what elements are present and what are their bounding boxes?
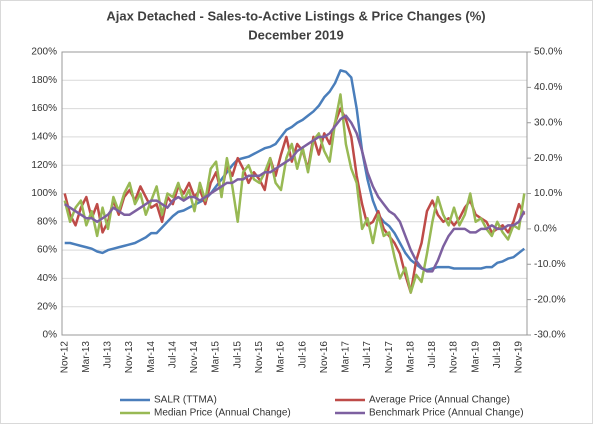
x-tick-label: Jul-18 [427, 341, 438, 369]
x-tick-label: Mar-17 [341, 341, 352, 373]
x-tick-label: Nov-13 [124, 341, 135, 374]
x-tick-label: Nov-12 [59, 341, 70, 374]
y2-tick-label: 30.0% [534, 117, 562, 128]
y2-tick-label: -30.0% [534, 330, 566, 341]
y-tick-label: 60% [37, 245, 57, 256]
y2-tick-label: 20.0% [534, 153, 562, 164]
y-tick-label: 40% [37, 273, 57, 284]
y-tick-label: 160% [31, 103, 57, 114]
y2-tick-label: -20.0% [534, 294, 566, 305]
x-tick-label: Mar-15 [211, 341, 222, 373]
y-tick-label: 80% [37, 216, 57, 227]
x-tick-label: Mar-18 [405, 341, 416, 373]
x-tick-label: Jul-13 [103, 341, 114, 369]
y-tick-label: 140% [31, 132, 57, 143]
x-tick-label: Nov-17 [384, 341, 395, 374]
x-tick-label: Mar-19 [470, 341, 481, 373]
y2-tick-label: 50.0% [534, 47, 562, 58]
chart-title: Ajax Detached - Sales-to-Active Listings… [106, 8, 485, 23]
y2-tick-label: 10.0% [534, 188, 562, 199]
x-tick-label: Mar-14 [146, 341, 157, 373]
plot-frame [61, 51, 528, 336]
x-tick-label: Nov-14 [189, 341, 200, 374]
legend-label: SALR (TTMA) [154, 395, 217, 406]
x-tick-label: Nov-15 [254, 341, 265, 374]
x-tick-label: Jul-17 [362, 341, 373, 369]
legend-label: Benchmark Price (Annual Change) [369, 408, 524, 419]
x-tick-label: Nov-16 [319, 341, 330, 374]
chart-subtitle: December 2019 [248, 27, 343, 42]
x-tick-label: Jul-15 [232, 341, 243, 369]
legend-label: Median Price (Annual Change) [154, 408, 291, 419]
x-tick-label: Nov-18 [449, 341, 460, 374]
y2-tick-label: 0.0% [534, 224, 557, 235]
y-tick-label: 180% [31, 75, 57, 86]
x-tick-label: Jul-14 [167, 341, 178, 369]
x-tick-label: Jul-16 [297, 341, 308, 369]
x-tick-label: Mar-13 [81, 341, 92, 373]
x-tick-label: Nov-19 [514, 341, 525, 374]
y2-tick-label: 40.0% [534, 82, 562, 93]
y-tick-label: 100% [31, 188, 57, 199]
y-tick-label: 120% [31, 160, 57, 171]
y2-tick-label: -10.0% [534, 259, 566, 270]
y-tick-label: 200% [31, 47, 57, 58]
series-line [64, 114, 526, 273]
y-tick-label: 20% [37, 301, 57, 312]
series-line [64, 69, 526, 272]
x-tick-label: Jul-19 [492, 341, 503, 369]
y-tick-label: 0% [43, 330, 58, 341]
legend-label: Average Price (Annual Change) [369, 395, 510, 406]
x-tick-label: Mar-16 [276, 341, 287, 373]
